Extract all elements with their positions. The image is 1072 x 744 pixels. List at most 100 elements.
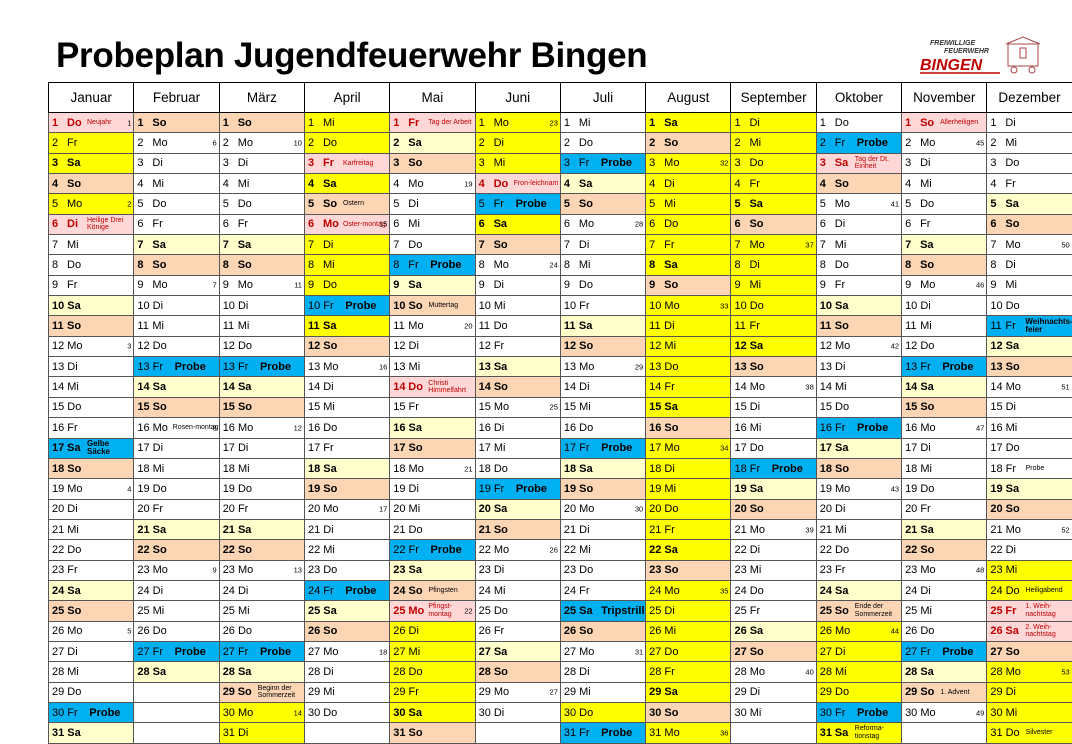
day-number: 22 (393, 544, 405, 556)
weekday: Sa (408, 137, 426, 149)
weekday: So (664, 422, 682, 434)
weekday: Fr (579, 157, 597, 169)
day-number: 8 (223, 259, 235, 271)
week-number: 44 (891, 627, 899, 636)
weekday: Do (67, 686, 85, 698)
weekday: Mi (153, 463, 171, 475)
day-number: 10 (479, 300, 491, 312)
weekday: Sa (238, 239, 256, 251)
weekday: Fr (67, 422, 85, 434)
weekday: So (238, 259, 256, 271)
week-number: 26 (550, 545, 558, 554)
weekday: Di (749, 259, 767, 271)
day-number: 19 (393, 483, 405, 495)
weekday: So (238, 117, 256, 129)
weekday: Fr (494, 483, 512, 495)
day-number: 12 (905, 340, 917, 352)
weekday: So (409, 585, 427, 597)
weekday: Do (1006, 727, 1024, 739)
logo-line1: FREIWILLIGE (930, 40, 975, 47)
weekday: Fr (835, 279, 853, 291)
day-note: Muttertag (429, 302, 459, 310)
weekday: Sa (409, 422, 427, 434)
weekday: Sa (153, 524, 171, 536)
day-number: 9 (52, 279, 64, 291)
day-number: 30 (734, 707, 746, 719)
day-number: 16 (905, 422, 917, 434)
weekday: Mi (408, 218, 426, 230)
weekday: Mi (67, 239, 85, 251)
weekday: Mi (409, 646, 427, 658)
weekday: Mo (408, 178, 426, 190)
weekday: Fr (749, 320, 767, 332)
day-number: 18 (479, 463, 491, 475)
weekday: Fr (409, 544, 427, 556)
day-number: 21 (820, 524, 832, 536)
weekday: Mo (579, 361, 597, 373)
weekday: Sa (835, 585, 853, 597)
week-number: 53 (1061, 667, 1069, 676)
day-number: 3 (52, 157, 64, 169)
day-number: 3 (393, 157, 405, 169)
day-number: 30 (52, 707, 64, 719)
weekday: Fr (409, 686, 427, 698)
weekday: Mi (67, 524, 85, 536)
weekday: So (579, 340, 597, 352)
empty-day-cell (475, 723, 560, 743)
day-number: 31 (223, 727, 235, 739)
day-number: 19 (649, 483, 661, 495)
weekday: Sa (152, 239, 170, 251)
day-number: 28 (564, 666, 576, 678)
day-number: 17 (137, 442, 149, 454)
weekday: Mo (409, 463, 427, 475)
day-number: 13 (223, 361, 235, 373)
weekday: Do (750, 442, 768, 454)
weekday: Mo (152, 137, 170, 149)
weekday: Mi (152, 320, 170, 332)
day-number: 22 (479, 544, 491, 556)
weekday: Do (408, 239, 426, 251)
week-number: 17 (379, 505, 387, 514)
day-number: 6 (990, 218, 1002, 230)
day-number: 13 (990, 361, 1002, 373)
weekday: Mo (238, 279, 256, 291)
month-header: Oktober (816, 83, 901, 113)
day-number: 2 (393, 137, 405, 149)
week-number: 37 (805, 240, 813, 249)
day-number: 31 (820, 727, 832, 739)
day-number: 25 (734, 605, 746, 617)
